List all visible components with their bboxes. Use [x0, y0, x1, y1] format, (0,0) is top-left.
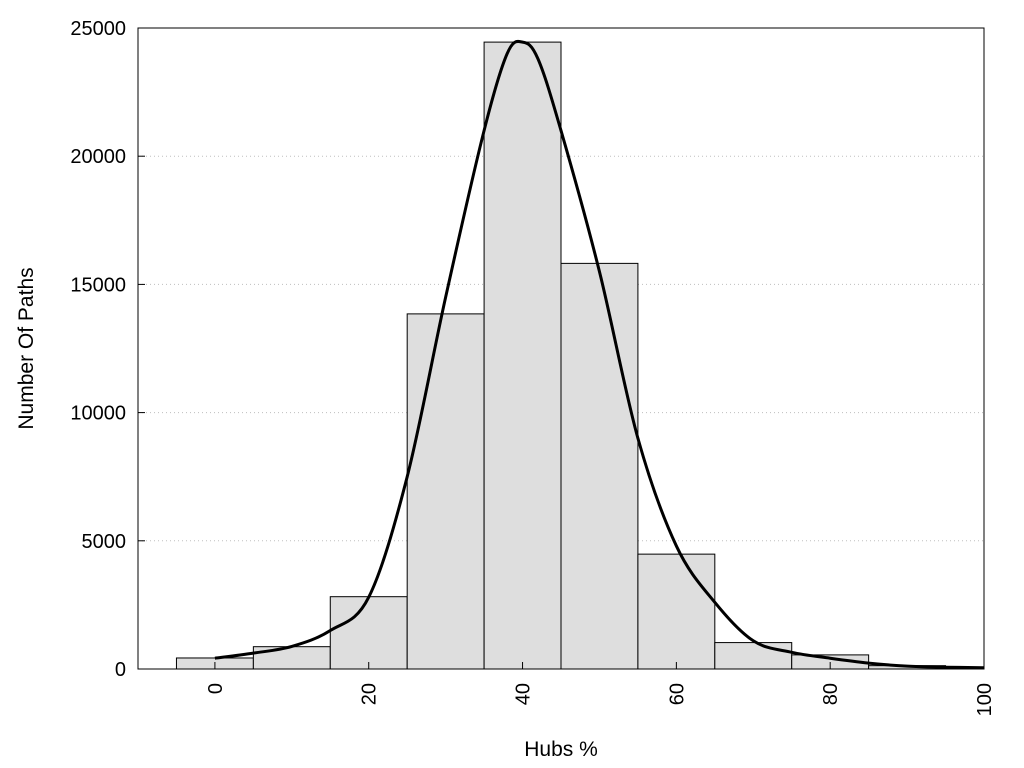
histogram-bar — [406, 313, 485, 670]
histogram-bar — [329, 596, 408, 670]
x-tick-label: 0 — [205, 683, 227, 694]
y-tick-label: 20000 — [70, 146, 126, 168]
histogram-bar — [637, 553, 716, 670]
x-tick-label: 100 — [974, 683, 996, 716]
x-tick-label: 20 — [359, 683, 381, 705]
x-tick-label: 80 — [820, 683, 842, 705]
histogram-bar — [483, 41, 562, 670]
grid-lines — [138, 155, 984, 542]
y-tick-label: 15000 — [70, 274, 126, 296]
x-axis-label: Hubs % — [524, 738, 598, 761]
bars — [175, 41, 947, 670]
histogram-bar — [560, 262, 639, 670]
y-tick-label: 0 — [115, 659, 126, 681]
x-tick-label: 40 — [513, 683, 535, 705]
y-axis-ticks: 0 5000 10000 15000 20000 25000 — [70, 18, 145, 681]
y-tick-label: 10000 — [70, 403, 126, 425]
y-axis-label: Number Of Paths — [15, 267, 38, 429]
y-tick-label: 5000 — [82, 531, 127, 553]
x-tick-label: 60 — [666, 683, 688, 705]
density-curve-line — [214, 39, 985, 670]
y-tick-label: 25000 — [70, 18, 126, 40]
density-curve — [214, 39, 985, 670]
plot-area-frame — [137, 27, 985, 670]
x-axis-ticks: 0 20 40 60 80 100 — [205, 662, 996, 716]
histogram-bar — [714, 642, 793, 670]
